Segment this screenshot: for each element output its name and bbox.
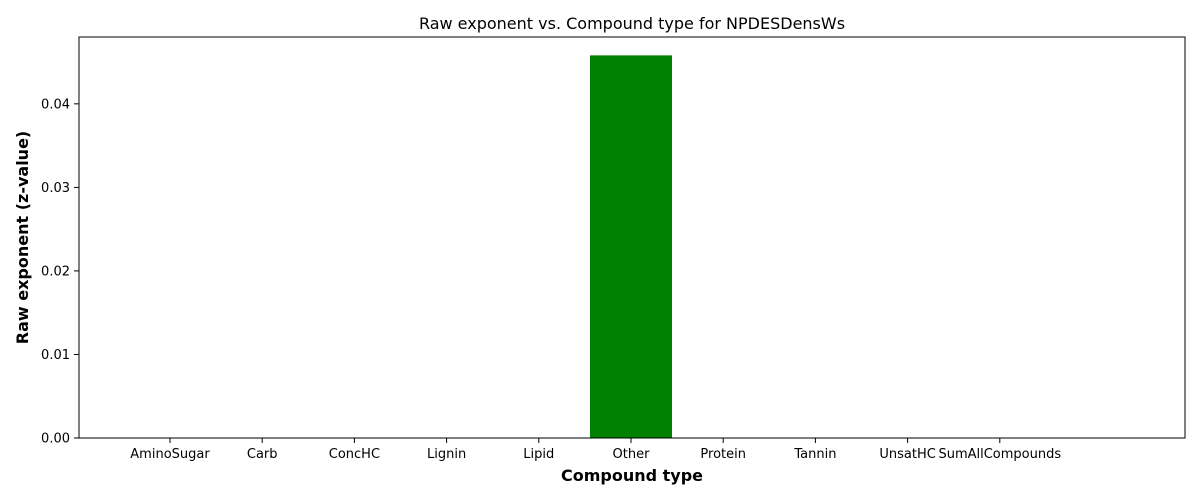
y-tick-label: 0.00 — [41, 432, 70, 447]
x-axis-label: Compound type — [561, 466, 703, 485]
x-tick-label: Carb — [247, 447, 278, 462]
x-tick-label: Protein — [700, 447, 746, 462]
x-tick-label: Lipid — [523, 447, 554, 462]
x-tick-label: Other — [613, 447, 651, 462]
chart-title: Raw exponent vs. Compound type for NPDES… — [419, 14, 845, 33]
x-tick-label: UnsatHC — [879, 447, 935, 462]
y-tick-label: 0.04 — [41, 97, 70, 112]
bar-other — [590, 55, 672, 439]
x-tick-label: SumAllCompounds — [938, 447, 1061, 462]
x-axis: AminoSugar Carb ConcHC Lignin Lipid Other Prot… — [130, 438, 1061, 462]
y-tick-label: 0.02 — [41, 264, 70, 279]
x-tick-label: AminoSugar — [130, 447, 210, 462]
y-axis-label: Raw exponent (z-value) — [13, 131, 32, 344]
y-tick-label: 0.03 — [41, 181, 70, 196]
y-tick-label: 0.01 — [41, 348, 70, 363]
plot-frame — [78, 36, 1186, 439]
x-tick-label: Lignin — [427, 447, 466, 462]
x-tick-label: ConcHC — [329, 447, 380, 462]
bars-group — [590, 55, 672, 439]
y-axis: 0.00 0.01 0.02 0.03 0.04 — [41, 97, 79, 447]
x-tick-label: Tannin — [793, 447, 836, 462]
